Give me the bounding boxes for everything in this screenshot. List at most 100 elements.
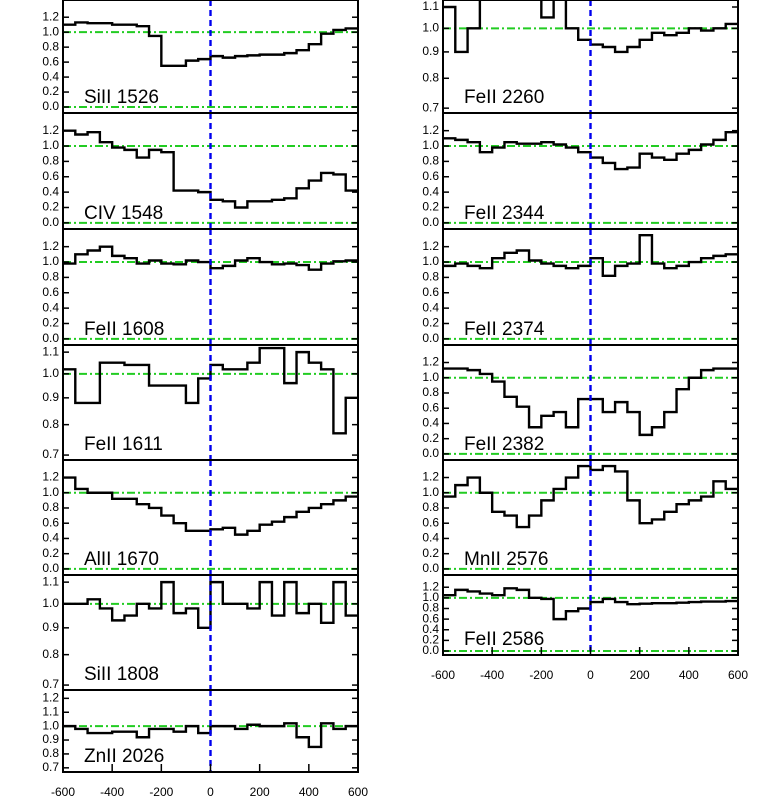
y-tick-label: 0.0 <box>42 331 59 345</box>
panel <box>63 0 358 113</box>
ion-label: SiII 1526 <box>84 87 159 108</box>
spectrum <box>63 476 358 536</box>
ion-label: ZnII 2026 <box>84 746 164 767</box>
x-tick-label: 0 <box>587 668 594 682</box>
y-tick-label: 1.0 <box>42 718 59 732</box>
y-tick-label: 0.0 <box>42 99 59 113</box>
y-tick-label: 0.8 <box>42 39 59 53</box>
y-tick-label: 0.4 <box>422 416 439 430</box>
y-tick-label: 0.8 <box>42 500 59 514</box>
y-tick-label: 0.0 <box>422 561 439 575</box>
y-tick-label: 1.0 <box>422 254 439 268</box>
ion-label: FeII 2374 <box>464 319 545 340</box>
y-tick-label: 0.8 <box>422 601 439 615</box>
y-tick-label: 0.2 <box>422 633 439 647</box>
y-tick-label: 1.0 <box>422 138 439 152</box>
panel <box>443 345 738 460</box>
y-tick-label: 1.1 <box>42 704 59 718</box>
panel <box>63 460 358 575</box>
y-tick-label: 0.6 <box>422 285 439 299</box>
y-tick-label: 0.4 <box>422 531 439 545</box>
y-tick-label: 1.0 <box>42 366 59 380</box>
y-tick-label: 0.6 <box>422 169 439 183</box>
y-tick-label: 0.8 <box>422 500 439 514</box>
y-tick-label: 1.0 <box>422 485 439 499</box>
x-tick-label: 400 <box>299 785 319 799</box>
y-tick-label: 0.6 <box>42 515 59 529</box>
y-tick-label: 0.2 <box>422 200 439 214</box>
x-tick-label: 200 <box>250 785 270 799</box>
y-tick-label: 0.0 <box>422 215 439 229</box>
y-tick-label: 1.0 <box>42 254 59 268</box>
y-tick-label: 1.1 <box>42 344 59 358</box>
y-tick-label: 1.0 <box>42 485 59 499</box>
y-tick-label: 0.6 <box>422 515 439 529</box>
x-tick-label: -600 <box>431 668 455 682</box>
ion-label: CIV 1548 <box>84 203 163 224</box>
y-tick-label: 0.4 <box>42 184 59 198</box>
y-tick-label: 0.0 <box>42 561 59 575</box>
y-tick-label: 1.2 <box>42 470 59 484</box>
y-tick-label: 0.4 <box>422 184 439 198</box>
panel <box>63 113 358 229</box>
y-tick-label: 0.7 <box>422 100 439 114</box>
y-tick-label: 1.2 <box>42 123 59 137</box>
y-tick-label: 0.0 <box>422 331 439 345</box>
y-tick-label: 0.6 <box>42 54 59 68</box>
y-tick-label: 1.2 <box>422 355 439 369</box>
y-tick-label: 0.8 <box>42 154 59 168</box>
y-tick-label: 0.4 <box>42 531 59 545</box>
panel <box>63 229 358 345</box>
panel <box>443 460 738 575</box>
y-tick-label: 0.2 <box>42 200 59 214</box>
y-tick-label: 0.0 <box>42 215 59 229</box>
y-tick-label: 0.8 <box>42 647 59 661</box>
y-tick-label: 0.9 <box>42 390 59 404</box>
ion-label: FeII 2586 <box>464 629 544 650</box>
y-tick-label: 0.8 <box>42 417 59 431</box>
x-tick-label: 600 <box>348 785 368 799</box>
y-tick-label: 1.0 <box>422 590 439 604</box>
y-tick-label: 0.8 <box>422 70 439 84</box>
y-tick-label: 0.8 <box>422 385 439 399</box>
ion-label: FeII 2260 <box>464 87 544 108</box>
y-tick-label: 1.2 <box>42 239 59 253</box>
panel <box>443 229 738 345</box>
y-tick-label: 1.2 <box>422 123 439 137</box>
y-tick-label: 1.2 <box>42 9 59 23</box>
panel <box>63 690 358 772</box>
y-tick-label: 0.6 <box>42 169 59 183</box>
spectrum <box>63 580 358 630</box>
y-tick-label: 0.6 <box>422 400 439 414</box>
y-tick-label: 0.4 <box>42 300 59 314</box>
y-tick-label: 0.7 <box>42 760 59 774</box>
spectrum <box>443 587 738 621</box>
y-tick-label: 1.2 <box>422 239 439 253</box>
x-tick-label: 0 <box>207 785 214 799</box>
ion-label: FeII 1611 <box>84 434 163 455</box>
y-tick-label: 0.4 <box>422 300 439 314</box>
ion-label: MnII 2576 <box>464 549 549 570</box>
y-tick-label: 0.7 <box>42 677 59 691</box>
y-tick-label: 0.0 <box>422 446 439 460</box>
x-tick-label: -200 <box>529 668 553 682</box>
spectrum <box>443 464 738 529</box>
y-tick-label: 0.8 <box>42 746 59 760</box>
panel <box>443 0 738 113</box>
spectrum <box>63 346 358 435</box>
y-tick-label: 0.6 <box>42 285 59 299</box>
y-tick-label: 0.2 <box>42 84 59 98</box>
ion-label: AlII 1670 <box>84 549 159 570</box>
y-tick-label: 0.4 <box>42 69 59 83</box>
y-tick-label: 0.6 <box>422 611 439 625</box>
spectrum <box>63 21 358 68</box>
ion-label: FeII 1608 <box>84 319 164 340</box>
x-tick-label: 400 <box>679 668 699 682</box>
panel <box>443 113 738 229</box>
y-tick-label: 1.1 <box>42 574 59 588</box>
y-tick-label: 0.8 <box>422 154 439 168</box>
y-tick-label: 0.2 <box>42 316 59 330</box>
y-tick-label: 0.2 <box>422 546 439 560</box>
ion-label: FeII 2382 <box>464 434 544 455</box>
